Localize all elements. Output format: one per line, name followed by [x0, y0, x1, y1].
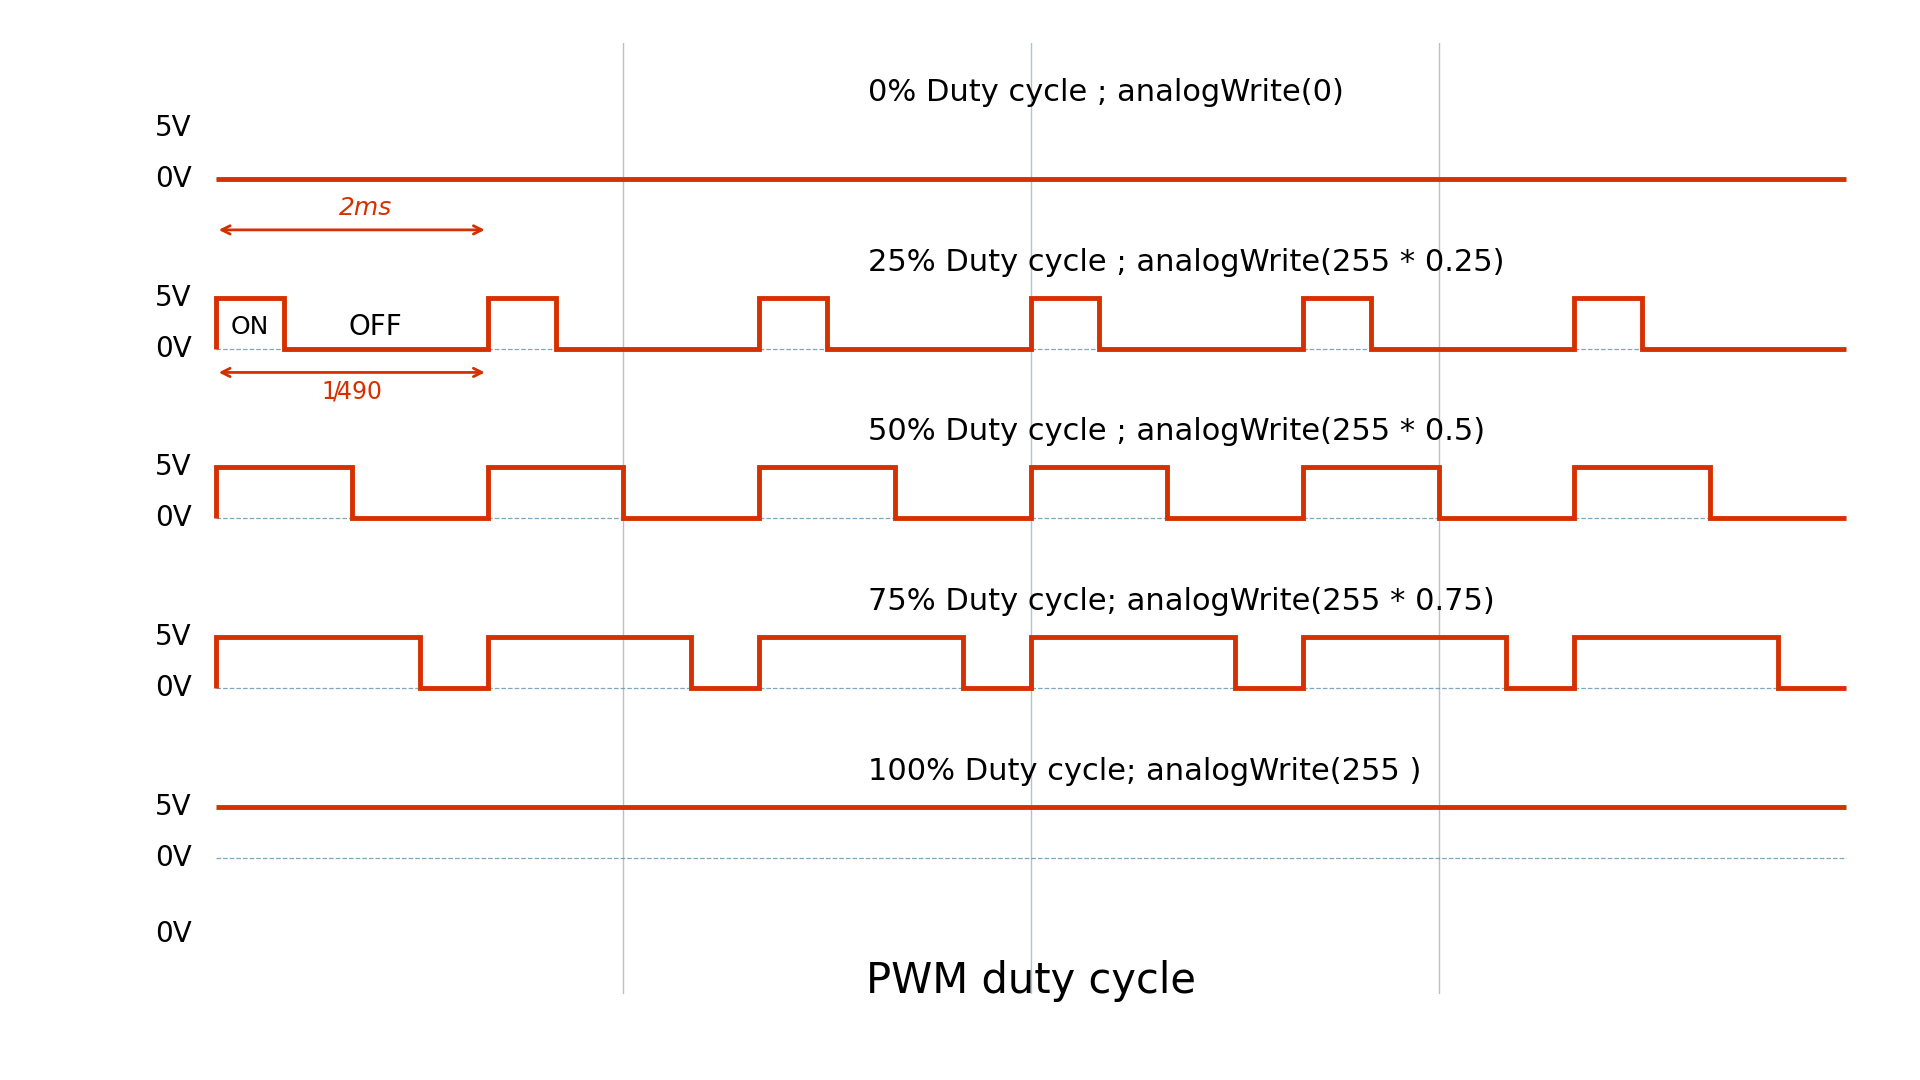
Text: 0V: 0V — [156, 920, 192, 948]
Text: 0% Duty cycle ; analogWrite(0): 0% Duty cycle ; analogWrite(0) — [868, 78, 1344, 107]
Text: ON: ON — [230, 315, 269, 339]
Text: 5V: 5V — [156, 623, 192, 651]
Text: OFF: OFF — [349, 313, 403, 341]
Text: 75% Duty cycle; analogWrite(255 * 0.75): 75% Duty cycle; analogWrite(255 * 0.75) — [868, 588, 1496, 616]
Text: 0V: 0V — [156, 674, 192, 702]
Text: 0V: 0V — [156, 843, 192, 872]
Text: 0V: 0V — [156, 504, 192, 532]
Text: 5V: 5V — [156, 284, 192, 312]
Text: 0V: 0V — [156, 335, 192, 363]
Text: PWM duty cycle: PWM duty cycle — [866, 960, 1196, 1001]
Text: 2ms: 2ms — [338, 195, 392, 219]
Text: 5V: 5V — [156, 114, 192, 143]
Text: 0V: 0V — [156, 165, 192, 193]
Text: 5V: 5V — [156, 454, 192, 482]
Text: 50% Duty cycle ; analogWrite(255 * 0.5): 50% Duty cycle ; analogWrite(255 * 0.5) — [868, 417, 1484, 446]
Text: 100% Duty cycle; analogWrite(255 ): 100% Duty cycle; analogWrite(255 ) — [868, 757, 1421, 786]
Text: 25% Duty cycle ; analogWrite(255 * 0.25): 25% Duty cycle ; analogWrite(255 * 0.25) — [868, 247, 1505, 276]
Text: $\mathit{1\!/\!490}$: $\mathit{1\!/\!490}$ — [321, 379, 382, 403]
Text: 5V: 5V — [156, 793, 192, 821]
